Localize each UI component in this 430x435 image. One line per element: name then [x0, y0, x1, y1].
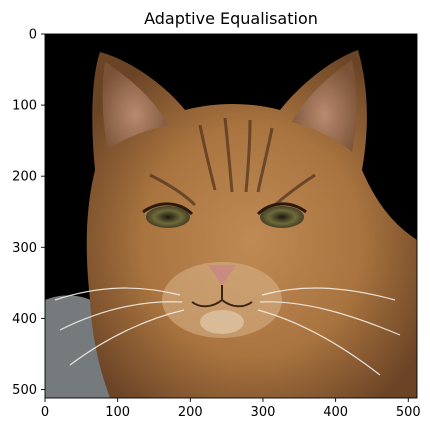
- left-ear: [102, 62, 168, 150]
- right-eye: [260, 206, 304, 228]
- whiskers: [54, 287, 401, 376]
- x-axis: 0 100 200 300 400 500: [41, 398, 421, 420]
- x-tick-label: 100: [105, 405, 130, 420]
- x-tick-label: 200: [178, 405, 203, 420]
- x-tick-label: 400: [323, 405, 348, 420]
- y-tick-label: 200: [12, 170, 37, 185]
- y-tick-label: 100: [12, 99, 37, 114]
- y-tick-label: 500: [12, 383, 37, 398]
- forehead-stripes: [149, 117, 316, 207]
- nose: [208, 265, 236, 285]
- y-axis: 0 100 200 300 400 500: [12, 28, 45, 398]
- chart-title: Adaptive Equalisation: [144, 9, 318, 28]
- mouth: [191, 285, 253, 308]
- y-tick-label: 300: [12, 241, 37, 256]
- x-tick-label: 0: [41, 405, 49, 420]
- x-tick-label: 300: [251, 405, 276, 420]
- y-tick-label: 0: [29, 28, 37, 43]
- cat-image: [45, 34, 417, 398]
- x-tick-label: 500: [396, 405, 421, 420]
- right-ear: [292, 60, 357, 152]
- axes-frame: [44, 33, 418, 399]
- left-eye: [146, 206, 190, 228]
- y-tick-label: 400: [12, 312, 37, 327]
